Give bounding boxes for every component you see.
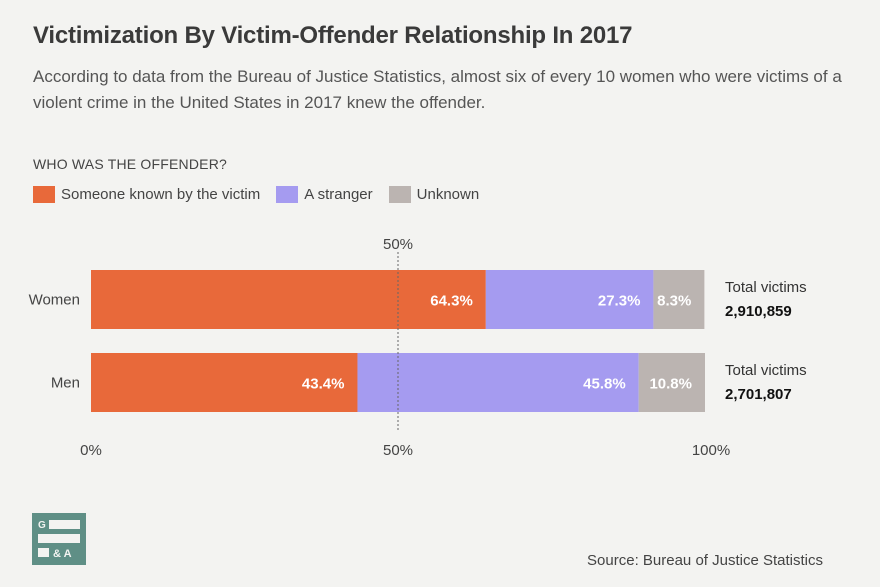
x-tick-label-0: 0% — [80, 442, 102, 459]
bar-men-stranger — [357, 353, 639, 412]
total-label-men: Total victims — [725, 362, 807, 379]
data-label-women-unknown: 8.3% — [657, 293, 691, 310]
data-label-women-stranger: 27.3% — [598, 293, 641, 310]
legend-heading: WHO WAS THE OFFENDER? — [33, 156, 227, 172]
x-tick-label-50: 50% — [383, 442, 413, 459]
total-value-men: 2,701,807 — [725, 386, 792, 403]
data-label-men-stranger: 45.8% — [583, 376, 626, 393]
bar-women-stranger — [485, 270, 654, 329]
legend-swatch-unknown — [388, 186, 411, 203]
legend-label-known: Someone known by the victim — [61, 186, 261, 203]
reference-line-label: 50% — [383, 236, 413, 253]
chart-subtitle: According to data from the Bureau of Jus… — [33, 67, 842, 112]
legend-item-stranger: A stranger — [276, 186, 373, 203]
bar-women-known — [91, 270, 486, 329]
stacked-bar-chart: Women 64.3% 27.3% 8.3% Total victims 2,910,85… — [29, 236, 807, 459]
ga-logo-icon: G & A — [32, 513, 86, 565]
bar-women-unknown — [653, 270, 705, 329]
logo-letters-a: & A — [53, 548, 72, 560]
legend-swatch-known — [33, 186, 55, 203]
category-label-women: Women — [29, 292, 80, 309]
legend-swatch-stranger — [276, 186, 299, 203]
legend-item-unknown: Unknown — [388, 186, 480, 203]
legend: Someone known by the victim A stranger U… — [33, 186, 495, 203]
total-label-women: Total victims — [725, 279, 807, 296]
bar-men-unknown — [638, 353, 705, 412]
legend-label-unknown: Unknown — [416, 186, 480, 203]
logo-letter-g: G — [38, 520, 46, 531]
bar-men-known — [91, 353, 358, 412]
data-label-men-known: 43.4% — [302, 376, 345, 393]
x-tick-label-100: 100% — [692, 442, 730, 459]
legend-item-known: Someone known by the victim — [33, 186, 260, 203]
chart-title: Victimization By Victim-Offender Relatio… — [33, 22, 633, 49]
source-note: Source: Bureau of Justice Statistics — [587, 552, 823, 569]
total-value-women: 2,910,859 — [725, 303, 792, 320]
data-label-women-known: 64.3% — [430, 293, 473, 310]
data-label-men-unknown: 10.8% — [649, 376, 692, 393]
legend-label-stranger: A stranger — [304, 186, 373, 203]
category-label-men: Men — [51, 375, 80, 392]
